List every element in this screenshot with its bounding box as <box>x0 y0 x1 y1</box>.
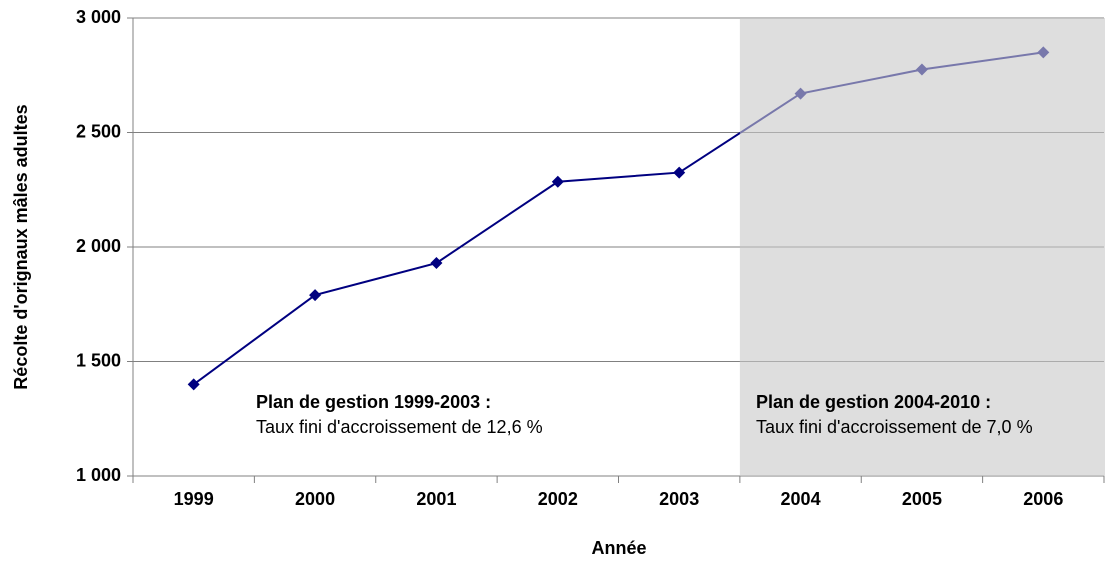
y-tick-label: 3 000 <box>76 7 121 27</box>
x-tick-label: 2000 <box>295 489 335 509</box>
y-tick-label: 1 500 <box>76 350 121 370</box>
annotation-title: Plan de gestion 1999-2003 : <box>256 392 491 412</box>
marker <box>673 166 686 179</box>
marker <box>551 175 564 188</box>
x-axis-label: Année <box>591 538 646 558</box>
shaded-period <box>739 18 1105 476</box>
annotation-text: Taux fini d'accroissement de 7,0 % <box>756 417 1033 437</box>
marker <box>187 378 200 391</box>
x-tick-label: 2001 <box>416 489 456 509</box>
y-tick-label: 2 500 <box>76 121 121 141</box>
annotation-text: Taux fini d'accroissement de 12,6 % <box>256 417 543 437</box>
x-tick-label: 2004 <box>781 489 821 509</box>
x-tick-label: 2006 <box>1023 489 1063 509</box>
y-tick-label: 1 000 <box>76 465 121 485</box>
y-axis-label: Récolte d'orignaux mâles adultes <box>11 104 31 389</box>
x-tick-label: 2005 <box>902 489 942 509</box>
y-tick-label: 2 000 <box>76 236 121 256</box>
x-tick-label: 2003 <box>659 489 699 509</box>
marker <box>430 257 443 270</box>
marker <box>309 289 322 302</box>
annotation-title: Plan de gestion 2004-2010 : <box>756 392 991 412</box>
x-tick-label: 1999 <box>174 489 214 509</box>
x-tick-label: 2002 <box>538 489 578 509</box>
